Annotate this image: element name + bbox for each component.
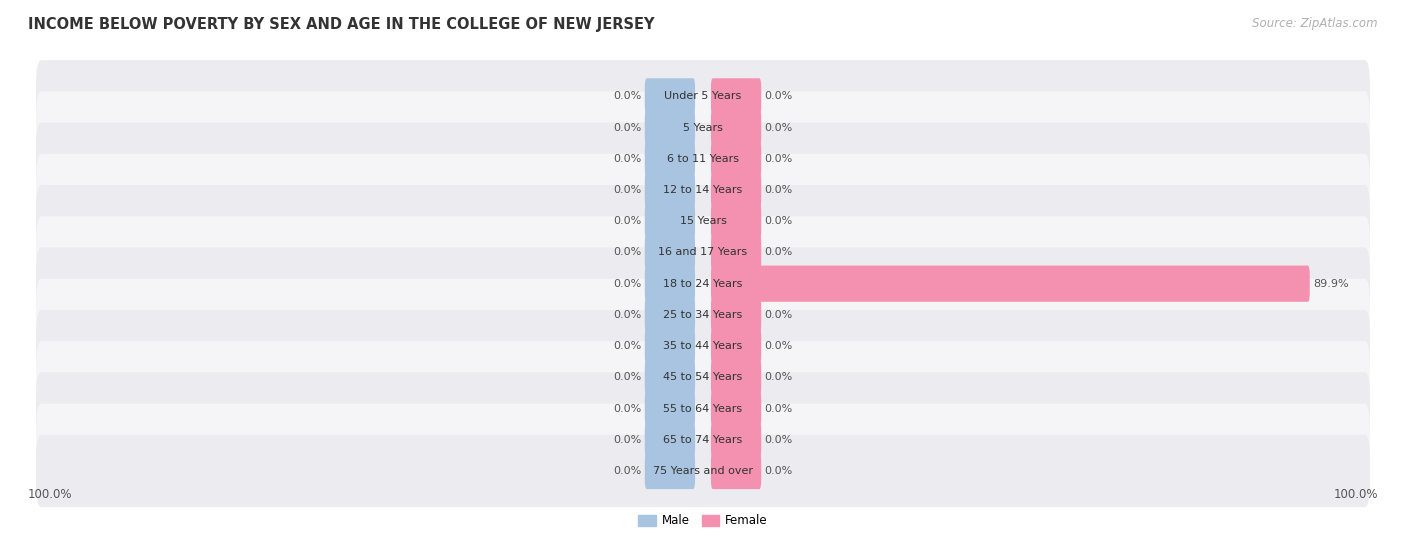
Text: 0.0%: 0.0% — [613, 466, 641, 476]
FancyBboxPatch shape — [645, 203, 695, 239]
Text: 75 Years and over: 75 Years and over — [652, 466, 754, 476]
Text: 0.0%: 0.0% — [613, 247, 641, 257]
Text: 0.0%: 0.0% — [613, 92, 641, 102]
Text: 0.0%: 0.0% — [765, 185, 793, 195]
FancyBboxPatch shape — [37, 372, 1369, 445]
FancyBboxPatch shape — [645, 109, 695, 146]
Text: 16 and 17 Years: 16 and 17 Years — [658, 247, 748, 257]
Text: 100.0%: 100.0% — [1333, 488, 1378, 501]
FancyBboxPatch shape — [711, 203, 761, 239]
Text: 0.0%: 0.0% — [765, 247, 793, 257]
FancyBboxPatch shape — [645, 453, 695, 489]
Text: INCOME BELOW POVERTY BY SEX AND AGE IN THE COLLEGE OF NEW JERSEY: INCOME BELOW POVERTY BY SEX AND AGE IN T… — [28, 17, 655, 32]
Text: 0.0%: 0.0% — [765, 92, 793, 102]
FancyBboxPatch shape — [37, 310, 1369, 382]
Text: Source: ZipAtlas.com: Source: ZipAtlas.com — [1253, 17, 1378, 30]
FancyBboxPatch shape — [645, 422, 695, 458]
FancyBboxPatch shape — [645, 391, 695, 427]
FancyBboxPatch shape — [711, 172, 761, 208]
Text: 0.0%: 0.0% — [613, 154, 641, 164]
Text: 0.0%: 0.0% — [613, 278, 641, 288]
FancyBboxPatch shape — [645, 172, 695, 208]
FancyBboxPatch shape — [645, 359, 695, 396]
Text: 0.0%: 0.0% — [613, 372, 641, 382]
FancyBboxPatch shape — [711, 109, 761, 146]
Text: 0.0%: 0.0% — [765, 435, 793, 445]
FancyBboxPatch shape — [37, 154, 1369, 226]
Text: 0.0%: 0.0% — [765, 403, 793, 413]
Text: 0.0%: 0.0% — [613, 435, 641, 445]
Text: 55 to 64 Years: 55 to 64 Years — [664, 403, 742, 413]
Text: 5 Years: 5 Years — [683, 123, 723, 133]
FancyBboxPatch shape — [37, 341, 1369, 413]
Text: 18 to 24 Years: 18 to 24 Years — [664, 278, 742, 288]
Text: Under 5 Years: Under 5 Years — [665, 92, 741, 102]
Text: 45 to 54 Years: 45 to 54 Years — [664, 372, 742, 382]
Text: 0.0%: 0.0% — [765, 466, 793, 476]
Legend: Male, Female: Male, Female — [634, 509, 772, 532]
FancyBboxPatch shape — [645, 266, 695, 302]
FancyBboxPatch shape — [711, 422, 761, 458]
Text: 25 to 34 Years: 25 to 34 Years — [664, 310, 742, 320]
Text: 0.0%: 0.0% — [613, 310, 641, 320]
FancyBboxPatch shape — [37, 278, 1369, 351]
Text: 0.0%: 0.0% — [613, 217, 641, 226]
Text: 0.0%: 0.0% — [613, 185, 641, 195]
Text: 0.0%: 0.0% — [613, 341, 641, 351]
FancyBboxPatch shape — [37, 92, 1369, 164]
FancyBboxPatch shape — [711, 141, 761, 177]
FancyBboxPatch shape — [645, 297, 695, 333]
Text: 100.0%: 100.0% — [28, 488, 73, 501]
Text: 6 to 11 Years: 6 to 11 Years — [666, 154, 740, 164]
FancyBboxPatch shape — [645, 328, 695, 364]
FancyBboxPatch shape — [37, 123, 1369, 195]
FancyBboxPatch shape — [37, 185, 1369, 257]
Text: 0.0%: 0.0% — [765, 372, 793, 382]
FancyBboxPatch shape — [711, 453, 761, 489]
Text: 12 to 14 Years: 12 to 14 Years — [664, 185, 742, 195]
FancyBboxPatch shape — [37, 403, 1369, 476]
FancyBboxPatch shape — [37, 217, 1369, 288]
Text: 15 Years: 15 Years — [679, 217, 727, 226]
FancyBboxPatch shape — [645, 78, 695, 114]
Text: 89.9%: 89.9% — [1313, 278, 1348, 288]
Text: 0.0%: 0.0% — [613, 123, 641, 133]
FancyBboxPatch shape — [711, 297, 761, 333]
Text: 65 to 74 Years: 65 to 74 Years — [664, 435, 742, 445]
FancyBboxPatch shape — [711, 391, 761, 427]
FancyBboxPatch shape — [37, 60, 1369, 133]
FancyBboxPatch shape — [645, 141, 695, 177]
FancyBboxPatch shape — [711, 234, 761, 271]
FancyBboxPatch shape — [711, 78, 761, 114]
Text: 0.0%: 0.0% — [765, 154, 793, 164]
Text: 0.0%: 0.0% — [765, 341, 793, 351]
FancyBboxPatch shape — [37, 435, 1369, 507]
Text: 0.0%: 0.0% — [765, 310, 793, 320]
FancyBboxPatch shape — [711, 359, 761, 396]
Text: 0.0%: 0.0% — [765, 217, 793, 226]
FancyBboxPatch shape — [645, 234, 695, 271]
Text: 0.0%: 0.0% — [765, 123, 793, 133]
Text: 35 to 44 Years: 35 to 44 Years — [664, 341, 742, 351]
FancyBboxPatch shape — [37, 247, 1369, 320]
Text: 0.0%: 0.0% — [613, 403, 641, 413]
FancyBboxPatch shape — [711, 266, 1310, 302]
FancyBboxPatch shape — [711, 328, 761, 364]
